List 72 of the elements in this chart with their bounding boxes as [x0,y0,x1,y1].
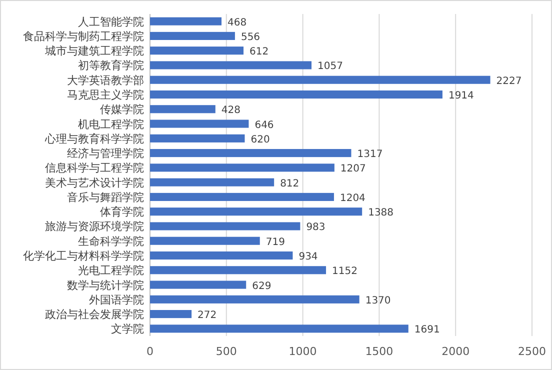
data-label: 812 [280,178,300,190]
data-label: 719 [266,236,285,248]
data-label: 620 [250,134,270,146]
y-tick-label: 音乐与舞蹈学院 [67,190,144,204]
y-tick-label: 信息科学与工程学院 [45,162,144,175]
y-tick-label: 马克思主义学院 [67,88,144,102]
y-tick-label: 机电工程学院 [78,118,144,131]
y-tick-label: 文学院 [111,322,144,336]
data-label: 1388 [368,208,394,219]
x-tick-label: 2500 [518,345,546,358]
bar [150,236,260,245]
data-label: 983 [306,222,326,234]
bar [150,164,334,172]
data-label: 1204 [340,192,366,204]
data-label: 1691 [414,324,440,336]
bar [150,90,442,99]
bar [150,251,293,260]
y-tick-label: 经济与管理学院 [67,147,144,160]
data-label: 428 [221,105,240,116]
y-tick-label: 体育学院 [100,206,144,219]
data-label: 468 [228,17,247,28]
bar [150,192,334,201]
data-label: 556 [240,32,260,43]
x-tick-label: 1000 [288,345,317,358]
data-label: 934 [298,252,318,262]
y-tick-label: 美术与艺术设计学院 [45,176,144,190]
y-tick-label: 传媒学院 [100,103,144,116]
data-label: 1152 [332,266,358,278]
data-label: 2227 [496,76,522,87]
data-label: 272 [198,310,217,322]
bar [150,120,249,128]
bar [150,149,352,158]
y-tick-label: 数学与统计学院 [67,278,144,292]
y-tick-label: 化学化工与材料科学学院 [23,250,144,262]
y-tick-label: 心理与教育科学学院 [44,132,144,146]
y-tick-label: 生命科学学院 [78,234,144,248]
bar [150,178,274,186]
bar [150,32,235,40]
x-tick-label: 500 [216,345,237,358]
data-label: 612 [250,46,269,58]
bar [150,310,192,318]
y-tick-label: 大学英语教学部 [67,74,144,87]
data-label: 646 [254,120,274,131]
bar [150,17,222,26]
bar [150,280,246,289]
y-tick-label: 外国语学院 [89,293,144,306]
bar [150,105,216,114]
y-tick-label: 政治与社会发展学院 [45,308,144,322]
data-label: 1317 [357,149,383,160]
data-label: 1914 [448,90,474,102]
bar [150,222,300,230]
bar [150,61,312,70]
data-label: 1207 [340,164,366,175]
y-tick-label: 初等教育学院 [78,59,144,72]
bar [150,266,326,274]
y-tick-label: 旅游与资源环境学院 [45,220,144,234]
data-label: 629 [252,280,272,292]
bar [150,324,408,333]
x-tick-label: 1500 [365,345,394,358]
bar [150,208,362,216]
x-tick-label: 0 [146,345,154,358]
bar [150,76,490,84]
y-tick-label: 光电工程学院 [78,264,144,278]
y-tick-label: 食品科学与制药工程学院 [23,30,144,43]
data-label: 1370 [365,295,391,306]
bar [150,46,244,55]
y-tick-label: 城市与建筑工程学院 [44,44,144,58]
y-tick-label: 人工智能学院 [78,15,144,28]
data-label: 1057 [318,61,343,72]
bar [150,134,245,142]
bar [150,295,360,304]
x-tick-label: 2000 [442,345,470,358]
